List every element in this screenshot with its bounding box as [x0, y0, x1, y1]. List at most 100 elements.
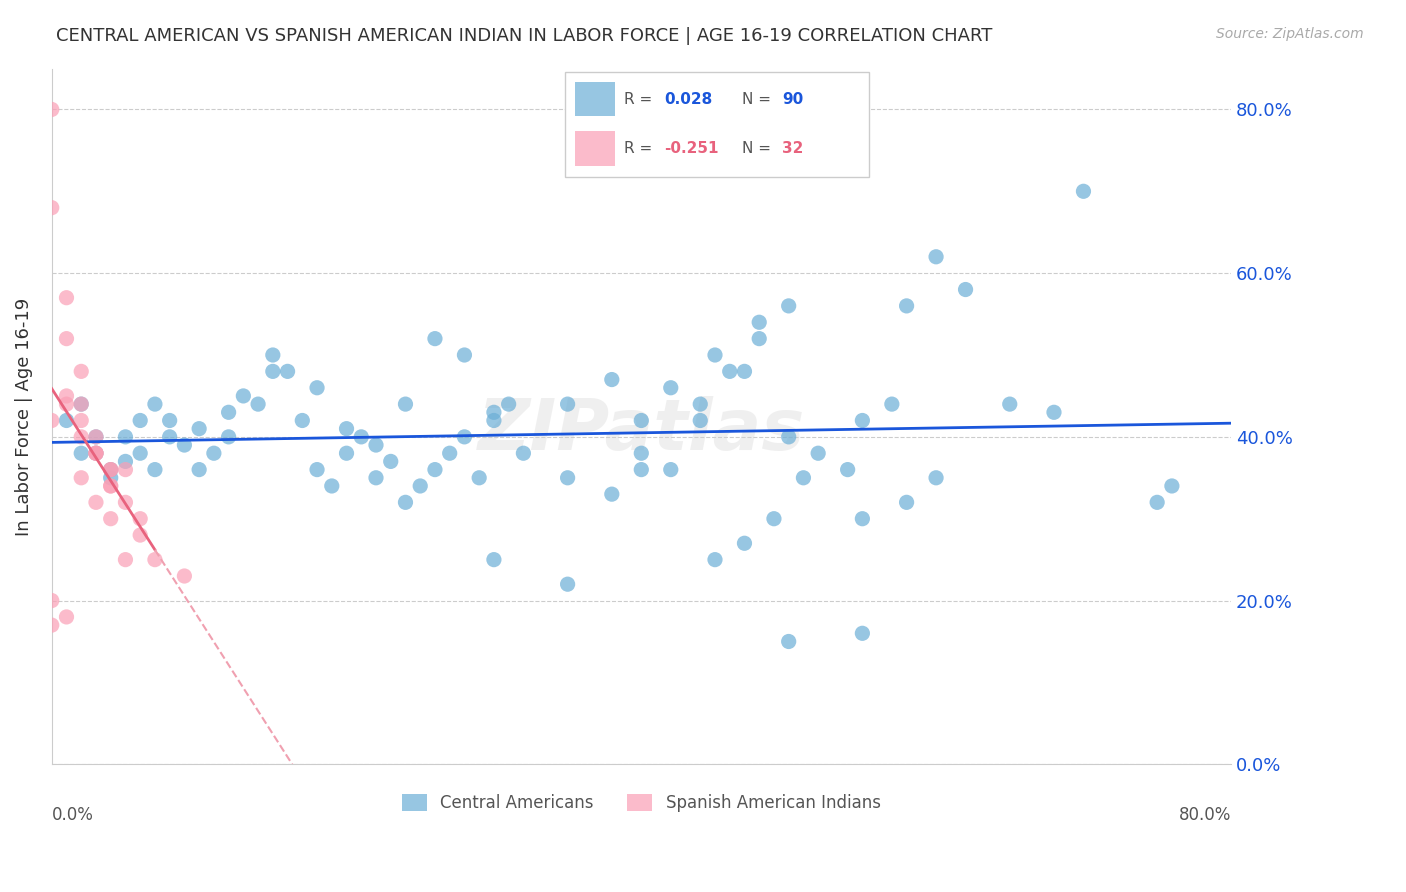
Point — [262, 348, 284, 362]
Point — [70, 430, 93, 444]
Point — [55, 291, 77, 305]
Point — [748, 332, 770, 346]
Point — [689, 413, 711, 427]
Point — [129, 512, 152, 526]
Point — [218, 405, 240, 419]
Point — [218, 430, 240, 444]
Point — [188, 462, 211, 476]
Point — [468, 471, 491, 485]
Point — [232, 389, 254, 403]
Point — [1146, 495, 1168, 509]
Text: N =: N = — [742, 141, 770, 156]
Point — [792, 471, 814, 485]
Text: ZIPatlas: ZIPatlas — [478, 396, 806, 465]
Point — [247, 397, 270, 411]
Point — [630, 446, 652, 460]
Point — [439, 446, 461, 460]
Text: 0.028: 0.028 — [665, 92, 713, 107]
Point — [925, 250, 948, 264]
Point — [896, 495, 918, 509]
Text: R =: R = — [624, 141, 652, 156]
Point — [84, 446, 107, 460]
Text: 32: 32 — [782, 141, 803, 156]
Point — [778, 430, 800, 444]
Point — [704, 552, 727, 566]
Point — [143, 397, 166, 411]
Point — [202, 446, 225, 460]
Point — [84, 430, 107, 444]
Point — [748, 315, 770, 329]
Point — [305, 381, 328, 395]
Point — [84, 446, 107, 460]
Point — [100, 479, 122, 493]
Point — [41, 593, 63, 607]
Point — [704, 348, 727, 362]
Text: CENTRAL AMERICAN VS SPANISH AMERICAN INDIAN IN LABOR FORCE | AGE 16-19 CORRELATI: CENTRAL AMERICAN VS SPANISH AMERICAN IND… — [56, 27, 993, 45]
Point — [70, 397, 93, 411]
Point — [364, 438, 387, 452]
Point — [394, 495, 416, 509]
Point — [600, 373, 623, 387]
Point — [100, 471, 122, 485]
Point — [998, 397, 1021, 411]
Text: R =: R = — [624, 92, 652, 107]
Text: Source: ZipAtlas.com: Source: ZipAtlas.com — [1216, 27, 1364, 41]
Point — [114, 495, 136, 509]
Point — [114, 552, 136, 566]
Point — [129, 413, 152, 427]
Point — [55, 397, 77, 411]
Point — [498, 397, 520, 411]
Point — [70, 364, 93, 378]
Point — [305, 462, 328, 476]
Point — [41, 103, 63, 117]
Point — [350, 430, 373, 444]
Point — [100, 462, 122, 476]
Point — [807, 446, 830, 460]
Point — [70, 397, 93, 411]
Point — [733, 536, 755, 550]
Point — [159, 430, 181, 444]
Point — [689, 397, 711, 411]
Point — [291, 413, 314, 427]
Point — [896, 299, 918, 313]
Point — [955, 283, 977, 297]
Point — [55, 389, 77, 403]
Text: 90: 90 — [782, 92, 803, 107]
Point — [335, 446, 357, 460]
Text: 80.0%: 80.0% — [1178, 806, 1230, 824]
Point — [41, 618, 63, 632]
Point — [159, 413, 181, 427]
Point — [1073, 184, 1095, 198]
Point — [55, 413, 77, 427]
Point — [778, 299, 800, 313]
Point — [733, 364, 755, 378]
Point — [453, 348, 475, 362]
Point — [55, 610, 77, 624]
Point — [364, 471, 387, 485]
Point — [925, 471, 948, 485]
Point — [453, 430, 475, 444]
Point — [837, 462, 859, 476]
Point — [557, 471, 579, 485]
Point — [851, 626, 873, 640]
Point — [423, 462, 446, 476]
Point — [100, 512, 122, 526]
Point — [718, 364, 741, 378]
Point — [100, 462, 122, 476]
Point — [114, 430, 136, 444]
Point — [100, 462, 122, 476]
Point — [762, 512, 785, 526]
Point — [84, 446, 107, 460]
Point — [173, 569, 195, 583]
Point — [41, 413, 63, 427]
Point — [129, 446, 152, 460]
Text: 0.0%: 0.0% — [52, 806, 94, 824]
Point — [1043, 405, 1066, 419]
Point — [482, 405, 505, 419]
Legend: Central Americans, Spanish American Indians: Central Americans, Spanish American Indi… — [395, 787, 887, 819]
Bar — [575, 82, 614, 116]
Point — [55, 332, 77, 346]
Point — [84, 446, 107, 460]
Point — [600, 487, 623, 501]
Point — [70, 413, 93, 427]
